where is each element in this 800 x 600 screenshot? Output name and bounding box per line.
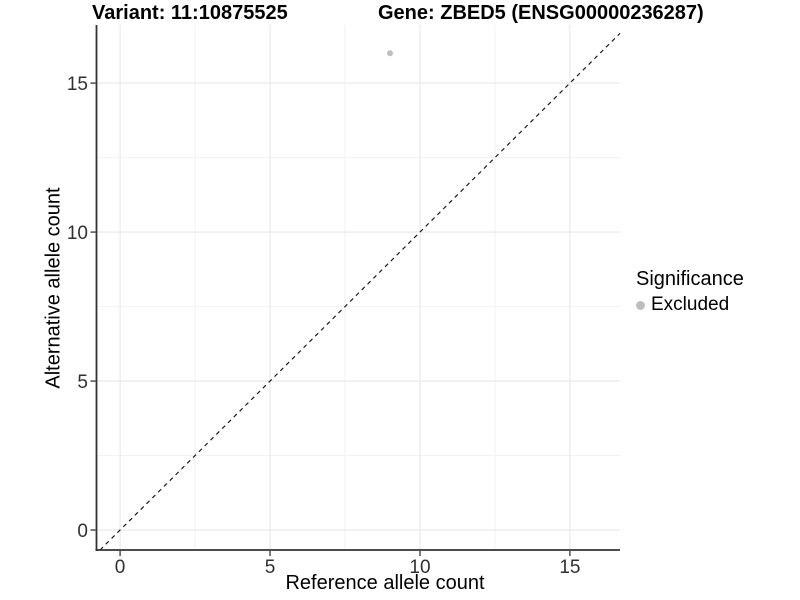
legend-title: Significance xyxy=(636,268,744,290)
y-axis-title: Alternative allele count xyxy=(42,187,65,389)
legend-entry-excluded: Excluded xyxy=(636,294,744,316)
y-tick-label: 10 xyxy=(67,223,88,244)
legend-entry-label: Excluded xyxy=(651,294,730,315)
identity-reference-line xyxy=(99,32,621,551)
x-tick-label: 10 xyxy=(409,557,430,578)
variant-title: Variant: 11:10875525 xyxy=(92,2,288,24)
legend: Significance Excluded xyxy=(636,268,744,316)
gene-title: Gene: ZBED5 (ENSG00000236287) xyxy=(378,2,704,24)
data-point-excluded xyxy=(386,50,393,57)
y-tick-label: 5 xyxy=(77,372,88,393)
x-tick-label: 15 xyxy=(559,557,580,578)
x-axis-title: Reference allele count xyxy=(285,572,485,594)
x-tick-label: 5 xyxy=(265,557,276,578)
x-tick-label: 0 xyxy=(115,557,126,578)
excluded-marker-icon xyxy=(636,300,645,310)
y-tick-label: 0 xyxy=(77,521,88,542)
y-tick-label: 15 xyxy=(67,74,88,95)
